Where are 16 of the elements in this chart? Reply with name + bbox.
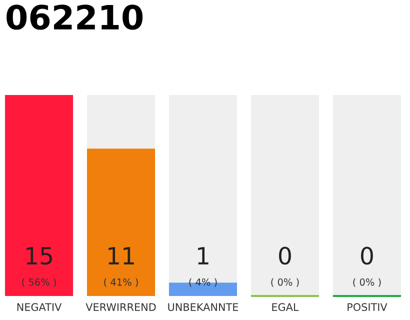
bar bbox=[86, 95, 156, 149]
data-label: 15 ( 56% ) bbox=[22, 247, 56, 287]
bar bbox=[332, 95, 401, 296]
x-tick-label: POSITIV bbox=[348, 303, 388, 312]
bar bbox=[250, 95, 320, 296]
chart-title: 062210 bbox=[6, 4, 143, 30]
data-label: 0 ( 0% ) bbox=[353, 246, 381, 287]
data-label: 1 ( 4% ) bbox=[189, 247, 217, 287]
x-tick-label: NEGATIV bbox=[17, 303, 62, 312]
x-tick-label: EGAL bbox=[272, 303, 299, 312]
x-tick-label: VERWIRREND bbox=[86, 303, 156, 311]
bar bbox=[86, 148, 156, 296]
data-label: 0 ( 0% ) bbox=[271, 246, 299, 287]
x-tick-label: UNBEKANNTE bbox=[168, 303, 238, 312]
data-label: 11 ( 41% ) bbox=[104, 247, 138, 287]
bar bbox=[5, 95, 74, 296]
